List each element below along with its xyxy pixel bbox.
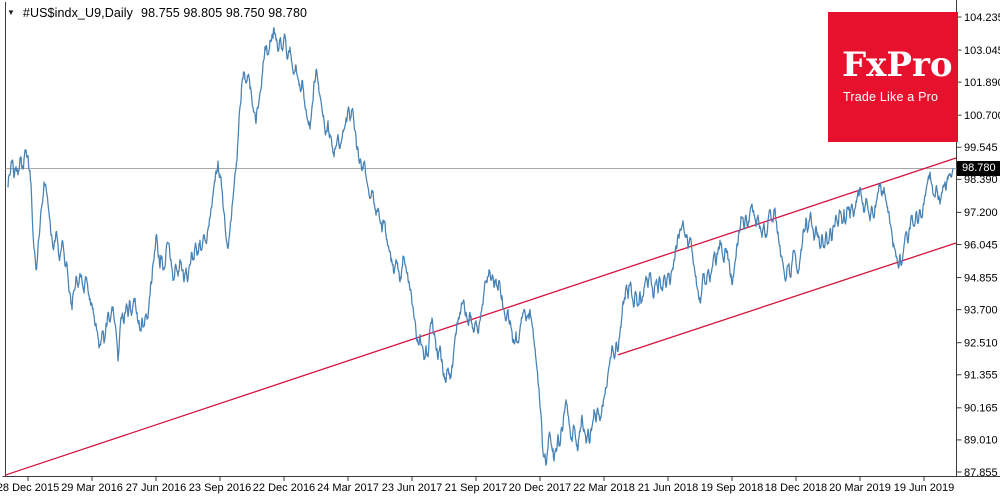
price-axis-label: 99.545 <box>964 142 998 154</box>
price-axis-label: 100.700 <box>964 110 1000 122</box>
time-axis-label: 28 Dec 2015 <box>0 482 59 494</box>
price-axis-label: 89.010 <box>964 435 998 447</box>
time-axis-label: 19 Jun 2019 <box>894 482 955 494</box>
chevron-down-icon[interactable]: ▼ <box>7 8 15 17</box>
time-axis-label: 20 Mar 2019 <box>829 482 891 494</box>
time-axis-label: 23 Sep 2016 <box>189 482 251 494</box>
price-axis-label: 101.890 <box>964 77 1000 89</box>
time-axis-label: 19 Sep 2018 <box>701 482 763 494</box>
price-axis-label: 90.165 <box>964 403 998 415</box>
fxpro-logo-tagline: Trade Like a Pro <box>843 90 939 104</box>
price-axis-label: 103.045 <box>964 45 1000 57</box>
price-axis-label: 91.355 <box>964 370 998 382</box>
price-series-line <box>7 27 954 466</box>
fxpro-logo-wordmark: FxPro <box>842 45 953 85</box>
time-axis-label: 29 Mar 2016 <box>61 482 123 494</box>
time-axis-label: 18 Dec 2018 <box>765 482 827 494</box>
time-axis-label: 21 Sep 2017 <box>445 482 507 494</box>
price-axis-label: 104.235 <box>964 12 1000 24</box>
time-axis-label: 27 Jun 2016 <box>126 482 187 494</box>
time-axis-label: 24 Mar 2017 <box>317 482 379 494</box>
trendline-ascending-channel-lower[interactable] <box>617 242 957 356</box>
time-axis-label: 22 Dec 2016 <box>253 482 315 494</box>
price-axis-label: 96.045 <box>964 239 998 251</box>
time-axis-label: 22 Mar 2018 <box>573 482 635 494</box>
time-axis-label: 20 Dec 2017 <box>509 482 571 494</box>
ohlc-values: 98.755 98.805 98.750 98.780 <box>141 6 308 20</box>
price-axis-label: 93.700 <box>964 304 998 316</box>
symbol-period-label: #US$indx_U9,Daily <box>22 6 134 20</box>
fxpro-logo: FxPro Trade Like a Pro <box>828 12 958 142</box>
price-axis-label: 87.855 <box>964 467 998 479</box>
price-axis-label: 94.855 <box>964 272 998 284</box>
chart-title-bar: ▼ #US$indx_U9,Daily 98.755 98.805 98.750… <box>7 5 307 21</box>
time-axis-label: 23 Jun 2017 <box>382 482 443 494</box>
time-axis-label: 21 Jun 2018 <box>638 482 699 494</box>
price-axis-label: 98.390 <box>964 174 998 186</box>
price-axis-label: 97.200 <box>964 207 998 219</box>
current-price-tag: 98.780 <box>957 161 1000 176</box>
price-axis-label: 92.510 <box>964 337 998 349</box>
